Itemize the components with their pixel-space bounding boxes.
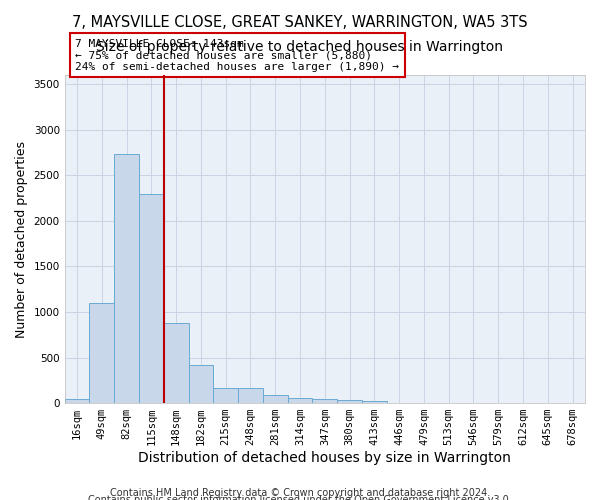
Text: 7, MAYSVILLE CLOSE, GREAT SANKEY, WARRINGTON, WA5 3TS: 7, MAYSVILLE CLOSE, GREAT SANKEY, WARRIN… <box>72 15 528 30</box>
Bar <box>164 323 188 403</box>
Bar <box>114 154 139 403</box>
Bar <box>89 303 114 403</box>
Bar <box>65 398 89 403</box>
Bar <box>313 398 337 403</box>
Text: Contains HM Land Registry data © Crown copyright and database right 2024.: Contains HM Land Registry data © Crown c… <box>110 488 490 498</box>
Text: Size of property relative to detached houses in Warrington: Size of property relative to detached ho… <box>97 40 503 54</box>
X-axis label: Distribution of detached houses by size in Warrington: Distribution of detached houses by size … <box>139 451 511 465</box>
Bar <box>287 398 313 403</box>
Bar <box>188 365 214 403</box>
Text: 7 MAYSVILLE CLOSE: 143sqm
← 75% of detached houses are smaller (5,880)
24% of se: 7 MAYSVILLE CLOSE: 143sqm ← 75% of detac… <box>75 38 399 72</box>
Text: Contains public sector information licensed under the Open Government Licence v3: Contains public sector information licen… <box>88 495 512 500</box>
Bar <box>214 388 238 403</box>
Bar <box>362 402 387 403</box>
Y-axis label: Number of detached properties: Number of detached properties <box>15 140 28 338</box>
Bar <box>263 395 287 403</box>
Bar <box>238 388 263 403</box>
Bar <box>337 400 362 403</box>
Bar <box>139 194 164 403</box>
